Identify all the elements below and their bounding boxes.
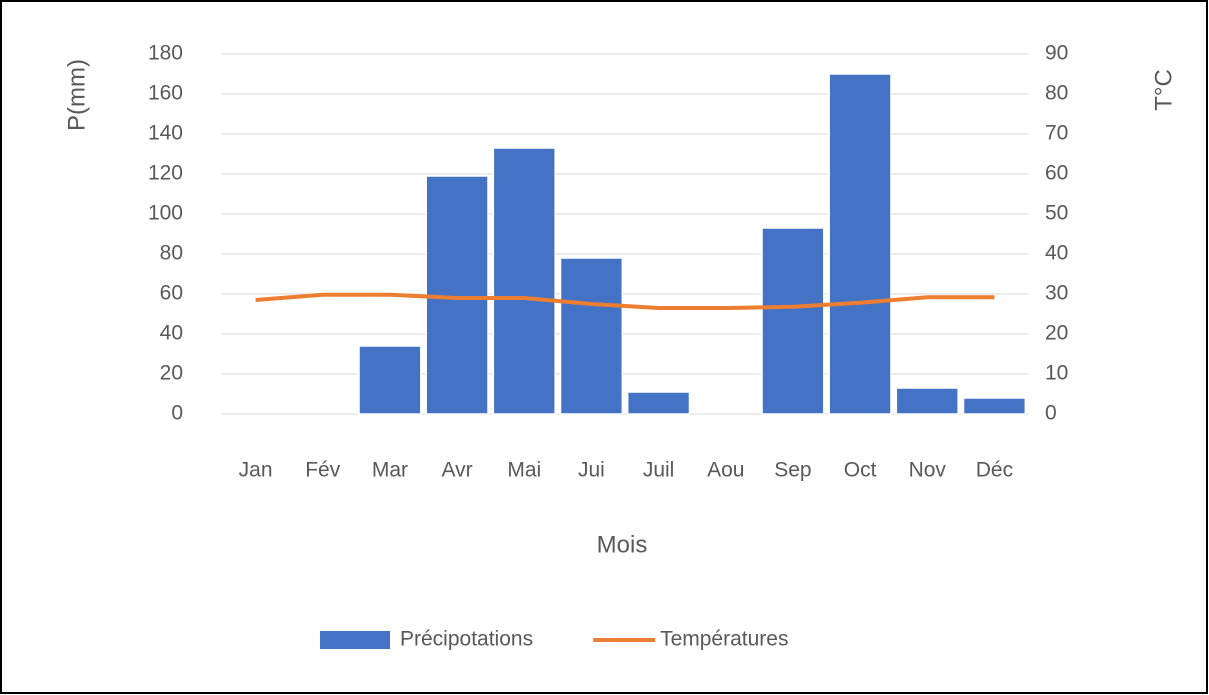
- y-tick-label: 120: [148, 162, 183, 185]
- y2-tick-label: 20: [1045, 322, 1068, 345]
- y2-tick-label: 0: [1045, 402, 1057, 425]
- x-tick-label: Sep: [774, 459, 811, 482]
- x-tick-label: Déc: [976, 459, 1013, 482]
- bar: [962, 397, 1027, 415]
- bar: [895, 387, 959, 415]
- y2-tick-label: 30: [1045, 282, 1068, 305]
- legend-label: Températures: [660, 628, 788, 651]
- x-tick-label: Mar: [372, 459, 408, 482]
- x-tick-label: Nov: [909, 459, 947, 482]
- bar: [492, 147, 556, 415]
- bar: [559, 257, 624, 415]
- line: [255, 292, 995, 310]
- y-tick-label: 0: [171, 402, 183, 425]
- y2-axis-title: T°C: [1150, 69, 1177, 111]
- bar: [358, 345, 422, 415]
- y2-tick-label: 50: [1045, 202, 1068, 225]
- y-tick-label: 140: [148, 122, 183, 145]
- x-tick-label: Juil: [643, 459, 675, 482]
- y-tick-label: 60: [160, 282, 183, 305]
- y-tick-label: 80: [160, 242, 183, 265]
- y-tick-label: 20: [160, 362, 183, 385]
- x-tick-label: Jan: [239, 459, 273, 482]
- x-axis-title: Mois: [597, 531, 648, 558]
- y-tick-label: 180: [148, 42, 183, 65]
- y-tick-label: 100: [148, 202, 183, 225]
- x-tick-label: Aou: [707, 459, 744, 482]
- x-tick-label: Fév: [305, 459, 341, 482]
- bar: [626, 391, 691, 415]
- bar: [761, 227, 825, 415]
- x-tick-label: Avr: [442, 459, 473, 482]
- bar: [828, 73, 892, 415]
- legend-swatch: [320, 631, 390, 649]
- y2-tick-label: 60: [1045, 162, 1068, 185]
- y2-tick-label: 40: [1045, 242, 1068, 265]
- legend-label: Précipotations: [400, 628, 533, 651]
- y-tick-label: 160: [148, 82, 183, 105]
- y-tick-label: 40: [160, 322, 183, 345]
- y2-tick-label: 10: [1045, 362, 1068, 385]
- y2-tick-label: 70: [1045, 122, 1068, 145]
- x-tick-label: Oct: [844, 459, 877, 482]
- y2-tick-label: 80: [1045, 82, 1068, 105]
- x-tick-label: Jui: [578, 459, 605, 482]
- y-axis-title: P(mm): [63, 59, 90, 131]
- x-tick-label: Mai: [507, 459, 541, 482]
- y2-tick-label: 90: [1045, 42, 1068, 65]
